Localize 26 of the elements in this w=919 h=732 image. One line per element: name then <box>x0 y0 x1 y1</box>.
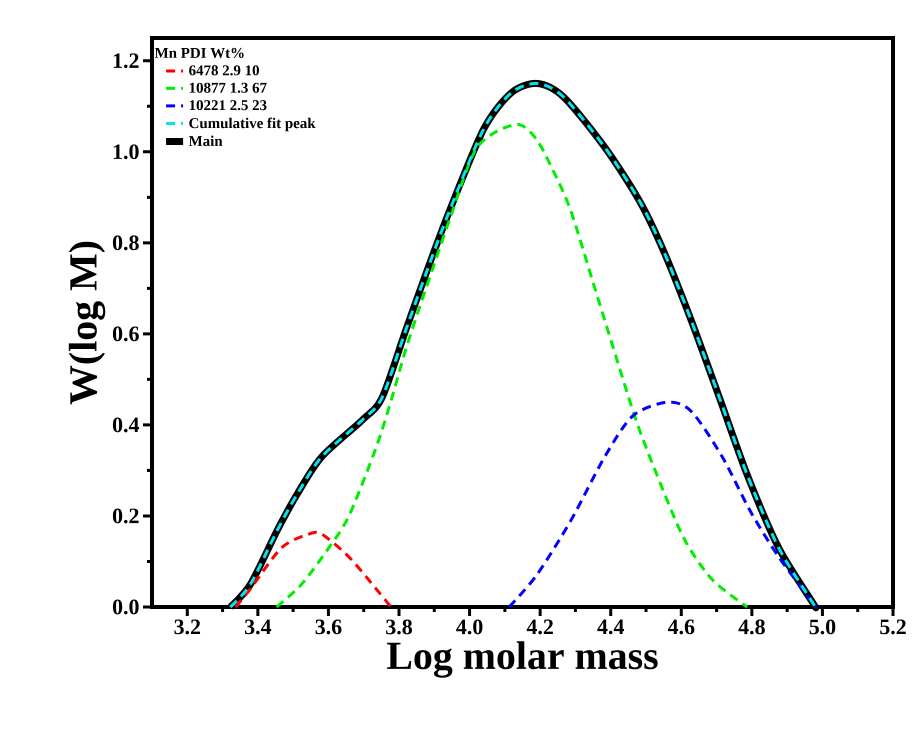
y-tick-label: 0.4 <box>112 417 140 432</box>
legend-label: 10221 2.5 23 <box>190 100 267 110</box>
y-tick-label: 1.0 <box>114 144 139 160</box>
y-tick-label: 0.0 <box>112 600 139 614</box>
x-tick-label: 3.8 <box>386 620 412 634</box>
y-tick-label: 0.8 <box>112 235 139 250</box>
y-axis-title: W(log M) <box>68 242 106 404</box>
x-tick-label: 3.6 <box>316 620 342 634</box>
x-tick-label: 4.4 <box>597 620 624 634</box>
x-tick-label: 5.0 <box>810 620 836 634</box>
y-tick-label: 0.6 <box>112 326 139 342</box>
x-tick-label: 5.2 <box>880 620 906 634</box>
y-tick-label: 0.2 <box>112 508 139 524</box>
x-tick-label: 4.0 <box>456 620 482 634</box>
legend-label: Main <box>188 136 222 146</box>
x-tick-label: 3.4 <box>244 620 272 634</box>
y-tick-label: 1.2 <box>114 53 139 68</box>
x-tick-label: 3.2 <box>174 620 200 634</box>
legend-label: Cumulative fit peak <box>189 118 316 132</box>
legend-title: Mn PDI Wt% <box>154 48 244 58</box>
x-axis-title: Log molar mass <box>387 641 658 678</box>
legend-label: 6478 2.9 10 <box>189 65 259 76</box>
x-tick-label: 4.6 <box>668 620 694 634</box>
legend-label: 10877 1.3 67 <box>190 82 267 93</box>
x-tick-label: 4.2 <box>526 620 553 634</box>
x-tick-label: 4.8 <box>738 620 765 634</box>
